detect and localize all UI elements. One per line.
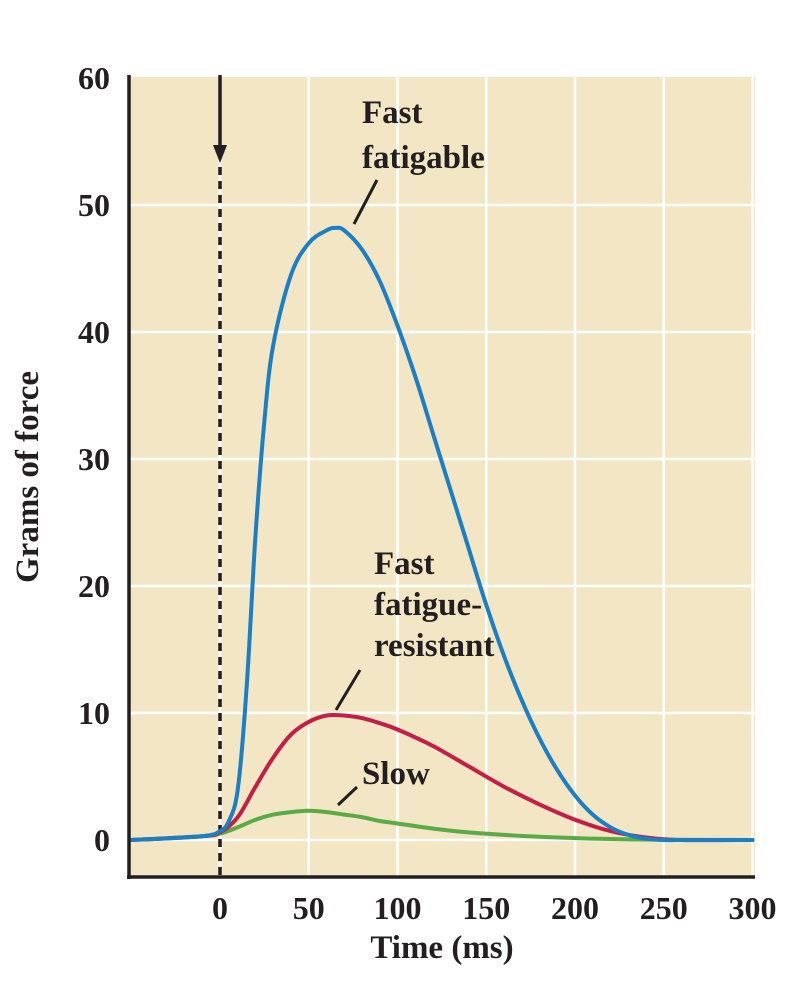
series-fast-fatigue-resistant-line <box>129 712 755 843</box>
y-tick-label-30: 30 <box>78 441 110 477</box>
series-fast-fatigable-label: Fast fatigable <box>362 95 485 176</box>
series-slow-label: Slow <box>362 756 430 792</box>
series-annotations: Fast fatigable Fast fatigue-resistant Slow <box>362 95 494 792</box>
label-line: fatigable <box>362 140 485 176</box>
y-tick-label-50: 50 <box>78 187 110 223</box>
series-layer <box>129 225 755 843</box>
y-tick-label-60: 60 <box>78 60 110 96</box>
y-tick-label-10: 10 <box>78 695 110 731</box>
x-tick-label-100: 100 <box>374 890 422 926</box>
x-tick-label-50: 50 <box>293 890 325 926</box>
grid <box>129 77 755 877</box>
label-line: Slow <box>362 756 430 792</box>
y-axis-label: Grams of force <box>10 371 46 583</box>
series-slow-line <box>129 808 755 842</box>
series-fast-fatigable-line <box>129 225 755 843</box>
stimulus-arrowhead <box>213 145 227 163</box>
annotation-pointers <box>334 179 379 807</box>
series-fast-fatigue-resistant-label: Fast fatigue-resistant <box>374 546 494 664</box>
plot-background <box>129 77 755 877</box>
x-tick-label-0: 0 <box>212 890 228 926</box>
series-slow-pointer <box>336 785 359 807</box>
x-tick-label-250: 250 <box>640 890 688 926</box>
x-tick-label-300: 300 <box>729 890 777 926</box>
label-line: Fast <box>374 546 435 582</box>
x-axis-label: Time (ms) <box>370 930 513 966</box>
label-line: Fast <box>362 95 423 131</box>
y-tick-label-0: 0 <box>94 822 110 858</box>
series-fast-fatigable-pointer <box>352 179 379 225</box>
x-tick-label-150: 150 <box>462 890 510 926</box>
axes <box>127 75 755 879</box>
y-tick-label-20: 20 <box>78 568 110 604</box>
x-tick-label-200: 200 <box>551 890 599 926</box>
label-line: fatigue- <box>374 587 482 623</box>
series-fast-fatigue-resistant-pointer <box>334 669 362 711</box>
stimulus-marker <box>213 75 227 877</box>
tick-labels: 0 50 100 150 200 250 300 0 10 20 30 40 50 60 <box>78 60 777 926</box>
y-tick-label-40: 40 <box>78 314 110 350</box>
label-line: resistant <box>374 628 494 664</box>
